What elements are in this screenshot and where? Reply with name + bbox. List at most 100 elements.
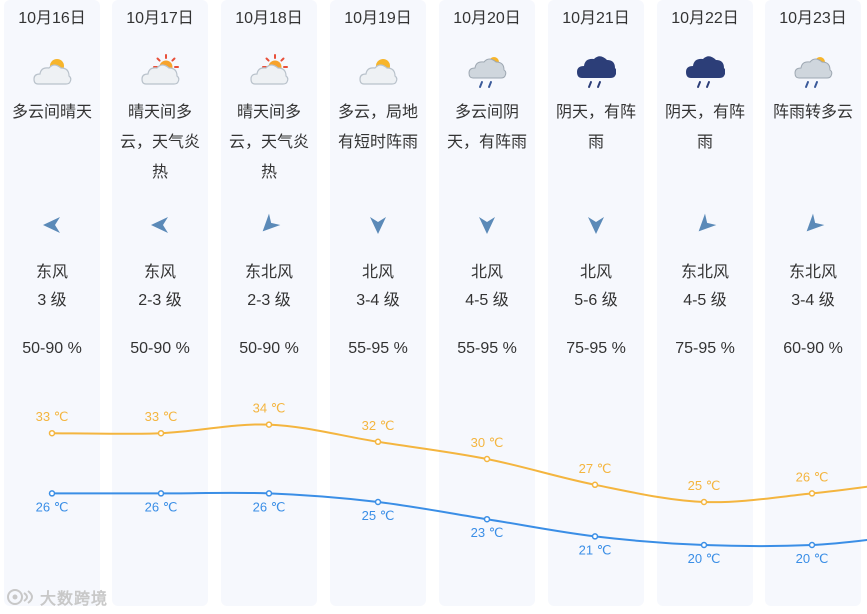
low-temp-point (483, 515, 491, 523)
weather-description: 多云，局地有短时阵雨 (337, 104, 418, 151)
high-temp-point (700, 498, 708, 506)
wind-direction: 北风 (361, 264, 394, 281)
humidity: 50-90 % (239, 340, 299, 357)
day-date: 10月17日 (126, 10, 194, 27)
arrow-west-icon (148, 213, 172, 237)
weather-description: 阴天，有阵雨 (664, 104, 745, 151)
high-temp-label: 32 ℃ (362, 418, 395, 433)
wind-direction: 东北风 (244, 264, 293, 281)
low-temp-label: 20 ℃ (688, 551, 721, 566)
wind-level: 4-5 级 (683, 292, 727, 309)
day-date: 10月18日 (235, 10, 303, 27)
wind-level: 3 级 (37, 292, 67, 309)
sun-cloud-icon (140, 52, 180, 92)
wind-level: 2-3 级 (138, 292, 182, 309)
partly-cloudy-icon (32, 52, 72, 92)
humidity: 75-95 % (566, 340, 626, 357)
low-temp-label: 21 ℃ (579, 542, 612, 557)
wind-level: 5-6 级 (574, 292, 618, 309)
watermark-text: 大数跨境 (40, 591, 109, 608)
high-temp-point (591, 481, 599, 489)
low-temp-point (700, 541, 708, 549)
partly-cloudy-icon (358, 52, 398, 92)
weather-description: 晴天间多云，天气炎热 (228, 104, 309, 181)
humidity: 75-95 % (675, 340, 735, 357)
cloud-rain-icon (793, 52, 833, 92)
low-temp-label: 25 ℃ (362, 508, 395, 523)
day-column: 10月16日 多云间晴天 东风 3 级 50-90 % (4, 0, 100, 606)
weather-description: 阵雨转多云 (772, 104, 853, 121)
low-temp-label: 26 ℃ (36, 499, 69, 514)
day-date: 10月23日 (779, 10, 847, 27)
wind-level: 2-3 级 (247, 292, 291, 309)
high-temp-point (483, 455, 491, 463)
sun-cloud-icon (249, 52, 289, 92)
wind-level: 3-4 级 (356, 292, 400, 309)
day-date: 10月22日 (671, 10, 739, 27)
high-temp-label: 26 ℃ (796, 469, 829, 484)
watermark: 大数跨境 (6, 584, 108, 610)
day-column: 10月17日 晴天间多云，天气炎热 东风 2-3 级 50-90 % (112, 0, 208, 606)
arrow-south-icon (366, 213, 390, 237)
arrow-southwest-icon (801, 213, 825, 237)
low-temp-label: 20 ℃ (796, 551, 829, 566)
wind-direction: 东风 (35, 264, 68, 281)
weather-description: 阴天，有阵雨 (555, 104, 636, 151)
humidity: 55-95 % (457, 340, 517, 357)
wind-direction: 东北风 (788, 264, 837, 281)
high-temp-point (374, 438, 382, 446)
high-temp-point (808, 490, 816, 497)
low-temp-point (374, 498, 382, 506)
arrow-south-icon (475, 213, 499, 237)
watermark-logo-icon (7, 589, 33, 605)
humidity: 55-95 % (348, 340, 408, 357)
low-temp-label: 23 ℃ (471, 525, 504, 540)
high-temp-label: 25 ℃ (688, 478, 721, 493)
day-date: 10月19日 (344, 10, 412, 27)
cloud-rain-icon (467, 52, 507, 92)
arrow-southwest-icon (257, 213, 281, 237)
day-date: 10月21日 (562, 10, 630, 27)
day-column: 10月20日 多云间阴天，有阵雨 北风 4-5 级 55-95 % (439, 0, 535, 606)
high-temp-label: 33 ℃ (36, 409, 69, 424)
weather-description: 晴天间多云，天气炎热 (119, 104, 200, 181)
low-temp-point (48, 490, 56, 497)
day-date: 10月16日 (18, 10, 86, 27)
humidity: 50-90 % (130, 340, 190, 357)
day-column: 10月22日 阴天，有阵雨 东北风 4-5 级 75-95 % (657, 0, 753, 606)
low-temp-point (591, 533, 599, 540)
weather-description: 多云间阴天，有阵雨 (446, 104, 527, 151)
low-temp-label: 26 ℃ (145, 499, 178, 514)
arrow-west-icon (40, 213, 64, 237)
high-temp-point (265, 421, 273, 428)
wind-direction: 东北风 (680, 264, 729, 281)
high-temp-label: 30 ℃ (471, 435, 504, 450)
low-temp-point (265, 490, 273, 497)
high-temp-point (48, 429, 56, 437)
wind-level: 4-5 级 (465, 292, 509, 309)
arrow-south-icon (584, 213, 608, 237)
wind-direction: 北风 (579, 264, 612, 281)
humidity: 60-90 % (783, 340, 843, 357)
high-temp-label: 27 ℃ (579, 461, 612, 476)
low-temp-label: 26 ℃ (253, 499, 286, 514)
high-temp-line (51, 423, 867, 504)
wind-level: 3-4 级 (791, 292, 835, 309)
day-date: 10月20日 (453, 10, 521, 27)
wind-direction: 东风 (143, 264, 176, 281)
arrow-southwest-icon (693, 213, 717, 237)
temperature-chart: 33 ℃ 33 ℃ 34 ℃ 32 ℃ 30 ℃ 27 ℃ 25 ℃ 26 ℃ 26 ℃ 26 ℃… (36, 401, 867, 566)
day-column: 10月23日 阵雨转多云 东北风 3-4 级 60-90 % (765, 0, 861, 606)
wind-direction: 北风 (470, 264, 503, 281)
humidity: 50-90 % (22, 340, 82, 357)
day-column: 10月18日 晴天间多云，天气炎热 东北风 2-3 级 50-90 % (221, 0, 317, 606)
dark-rain-cloud-icon (685, 52, 726, 92)
day-column: 10月21日 阴天，有阵雨 北风 5-6 级 75-95 % (548, 0, 644, 606)
high-temp-point (157, 429, 165, 437)
low-temp-point (808, 541, 816, 549)
high-temp-label: 34 ℃ (253, 401, 286, 416)
low-temp-point (157, 490, 165, 497)
dark-rain-cloud-icon (576, 52, 617, 92)
high-temp-label: 33 ℃ (145, 409, 178, 424)
